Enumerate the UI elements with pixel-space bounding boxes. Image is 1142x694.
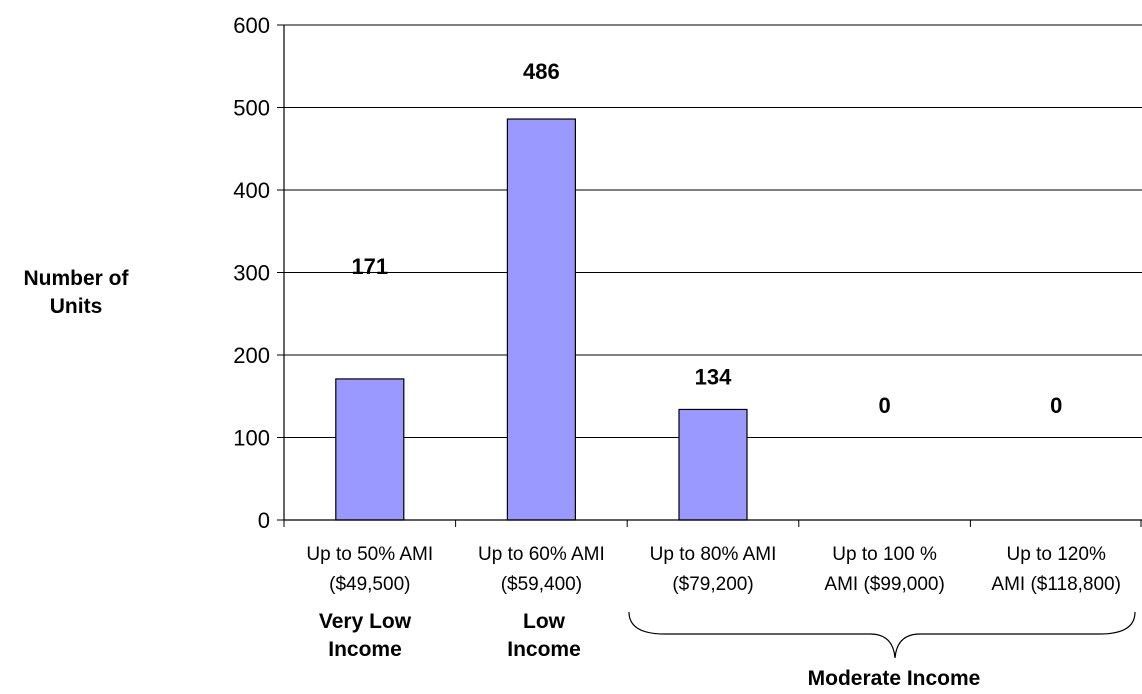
- y-axis-label-line-2: Units: [50, 295, 103, 318]
- x-tick-label: Up to 50% AMI: [306, 544, 433, 565]
- group-label-very-low-line-2: Income: [328, 638, 402, 661]
- y-tick-labels: 0 100 200 300 400 500 600: [233, 13, 284, 533]
- x-tick-label: ($49,500): [329, 574, 410, 595]
- x-tick-label: Up to 120%: [1007, 544, 1106, 565]
- bar: [335, 378, 405, 521]
- x-tick-label: AMI ($118,800): [991, 574, 1121, 595]
- y-axis-label-line-1: Number of: [24, 267, 130, 290]
- group-label-low-line-2: Income: [507, 638, 581, 661]
- category-labels: Up to 50% AMI ($49,500) Up to 60% AMI ($59,…: [306, 544, 1121, 595]
- data-label: 0: [1050, 393, 1062, 418]
- data-labels: 171 486 134 0 0: [351, 59, 1062, 418]
- x-tick-label: AMI ($99,000): [824, 574, 944, 595]
- y-tick-label: 400: [233, 178, 270, 203]
- group-label-low-line-1: Low: [523, 610, 566, 633]
- data-label: 134: [695, 364, 732, 389]
- x-tick-label: ($79,200): [672, 574, 753, 595]
- x-tick-label: Up to 100 %: [832, 544, 937, 565]
- x-tick-label: Up to 60% AMI: [478, 544, 605, 565]
- group-label-moderate: Moderate Income: [808, 667, 981, 690]
- moderate-income-brace: [628, 611, 1136, 659]
- bars: [335, 118, 748, 521]
- y-tick-label: 600: [233, 13, 270, 38]
- data-label: 486: [523, 59, 560, 84]
- group-label-very-low-line-1: Very Low: [319, 610, 412, 633]
- x-tick-label: ($59,400): [501, 574, 582, 595]
- data-label: 171: [351, 254, 388, 279]
- y-tick-label: 500: [233, 96, 270, 121]
- y-tick-label: 200: [233, 343, 270, 368]
- bar: [678, 408, 748, 521]
- data-label: 0: [878, 393, 890, 418]
- x-tick-label: Up to 80% AMI: [650, 544, 777, 565]
- gridlines: [284, 24, 1142, 438]
- y-tick-label: 0: [258, 508, 270, 533]
- axes: [283, 25, 1142, 527]
- bar: [506, 118, 576, 521]
- y-tick-label: 100: [233, 426, 270, 451]
- y-tick-label: 300: [233, 261, 270, 286]
